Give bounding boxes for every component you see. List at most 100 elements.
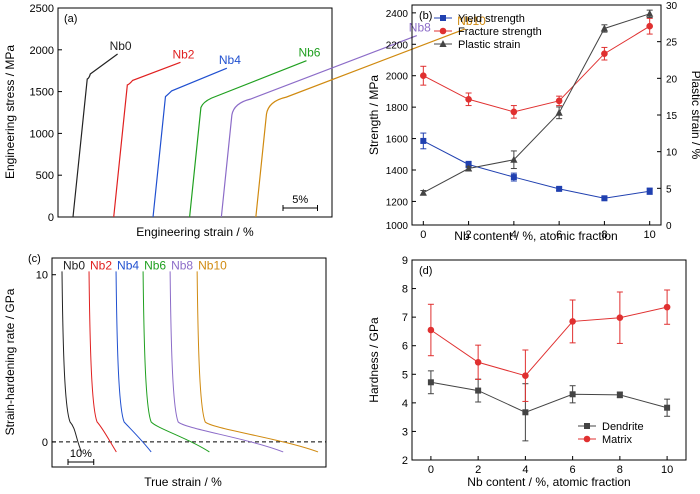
panel-a-curve-nb10 [255,28,466,218]
panel-d-line-dendrite [430,381,668,413]
panel-a-ytick-label: 2000 [30,45,54,57]
panel-d-point-dendrite [427,379,434,386]
panel-d-hardness: (d) Nb content / %, atomic fraction Hard… [367,255,687,489]
panel-b-y2tick-label: 30 [666,1,678,12]
panel-d-point-dendrite [616,391,623,398]
panel-a-ytick-label: 1000 [30,128,54,140]
panel-a-curve-name-nb8: Nb8 [409,21,431,35]
panel-b-xtick-label: 2 [466,229,472,241]
panel-a-scale-bar: 5% [282,194,318,211]
panel-d-ytick-label: 5 [402,369,408,381]
panel-d-frame [411,259,687,461]
panel-a-ytick-label: 1500 [30,87,54,99]
panel-a-stress-strain: (a) Engineering strain / % Engineering s… [3,3,486,239]
panel-c-curve-name-nb8: Nb8 [171,258,193,272]
panel-d-line-matrix [430,306,668,377]
panel-b-point-plastic-strain [555,108,563,116]
panel-b-point-plastic-strain [419,188,427,196]
panel-b-point-yield-strength [510,174,517,181]
panel-c-scale-bar-label: 10% [70,448,92,460]
panel-b-point-plastic-strain [600,24,609,32]
panel-b-point-yield-strength [646,188,653,195]
panel-c-curve-nb4 [115,271,152,453]
panel-a-curve-nb8 [220,35,418,218]
panel-a-xlabel: Engineering strain / % [136,225,254,239]
panel-c-curve-name-nb2: Nb2 [90,258,112,272]
panel-d-point-dendrite [522,409,529,416]
panel-b-point-plastic-strain [646,9,654,17]
panel-b-ytick-label: 2000 [386,72,409,83]
panel-b-point-plastic-strain [510,155,518,163]
panel-a-curve-nb6 [189,60,307,218]
panel-c-curve-nb8 [169,271,284,453]
panel-a-ytick-label: 500 [36,170,54,182]
panel-b-xtick-label: 8 [601,229,607,241]
panel-c-curve-nb0 [61,271,82,453]
panel-a-frame [57,7,333,218]
panel-d-ytick-label: 3 [402,426,408,438]
panel-a-curve-name-nb6: Nb6 [298,46,320,60]
panel-d-point-matrix [427,326,435,334]
panel-a-ytick-label: 0 [48,212,54,224]
panel-c-curve-name-nb6: Nb6 [144,258,166,272]
panel-b-label: (b) [419,10,432,22]
panel-d-point-matrix [474,358,482,366]
panel-d-xtick-label: 10 [661,464,673,476]
panel-a-curve-nb2 [113,61,181,218]
panel-a-scale-bar-label: 5% [292,194,308,206]
panel-b-y2tick-label: 15 [666,111,678,122]
panel-b-legend-label-plastic-strain: Plastic strain [458,39,520,51]
panel-d-point-matrix [569,318,576,325]
panel-b-ytick-label: 1200 [386,197,409,208]
panel-a-curve-name-nb0: Nb0 [110,39,132,53]
panel-b-legend-marker-plastic-strain [439,40,447,47]
panel-d-point-dendrite [664,404,671,411]
panel-b-y2tick-label: 25 [666,38,678,49]
panel-a-ylabel: Engineering stress / MPa [3,45,17,179]
panel-d-ytick-label: 4 [402,398,408,410]
panel-a-curve-name-nb2: Nb2 [172,47,194,61]
panel-c-ytick-label: 10 [36,270,48,282]
panel-b-y2label: Plastic strain / % [689,71,700,160]
panel-c-label: (c) [28,253,41,265]
panel-b-frame [411,4,662,226]
panel-b-xtick-label: 10 [644,229,656,241]
panel-b-ytick-label: 2200 [386,40,409,51]
panel-d-point-matrix [616,314,624,322]
panel-b-point-fracture-strength [601,50,608,58]
panel-b-line-fracture-strength [423,25,650,113]
panel-c-curve-name-nb10: Nb10 [198,258,227,272]
panel-b-legend-label-yield-strength: Yield strength [458,13,525,25]
panel-a-ytick-label: 2500 [30,3,54,15]
panel-d-ytick-label: 8 [402,284,408,296]
panel-c-ylabel: Strain-hardening rate / GPa [3,288,17,435]
panel-b-xtick-label: 0 [420,229,426,241]
panel-c-curve-name-nb0: Nb0 [63,258,85,272]
panel-b-ylabel: Strength / MPa [367,75,381,155]
panel-d-ytick-label: 6 [402,341,408,353]
panel-d-ytick-label: 2 [402,455,408,467]
panel-b-y2tick-label: 0 [666,221,672,232]
panel-b-point-yield-strength [420,137,427,144]
panel-b-line-plastic-strain [423,13,650,194]
panel-b-y2tick-label: 10 [666,148,678,159]
panel-b-ytick-label: 1800 [386,103,409,114]
panel-d-point-dendrite [475,387,482,394]
panel-b-legend-marker-fracture-strength [439,27,447,35]
panel-b-point-yield-strength [465,161,472,168]
panel-d-xtick-label: 4 [522,464,528,476]
panel-d-point-matrix [663,303,671,311]
panel-d-point-dendrite [569,391,576,398]
panel-d-xtick-label: 8 [617,464,623,476]
panel-d-ytick-label: 7 [402,312,408,324]
panel-b-xtick-label: 4 [511,229,517,241]
panel-b-ytick-label: 1000 [386,221,409,232]
panel-c-curve-name-nb4: Nb4 [117,258,139,272]
panel-b-point-yield-strength [601,195,608,202]
panel-b-point-fracture-strength [465,95,472,103]
panel-d-legend-label-dendrite: Dendrite [602,421,644,433]
panel-c-frame [51,257,327,468]
panel-d-xlabel: Nb content / %, atomic fraction [467,475,630,489]
panel-b-xtick-label: 6 [556,229,562,241]
